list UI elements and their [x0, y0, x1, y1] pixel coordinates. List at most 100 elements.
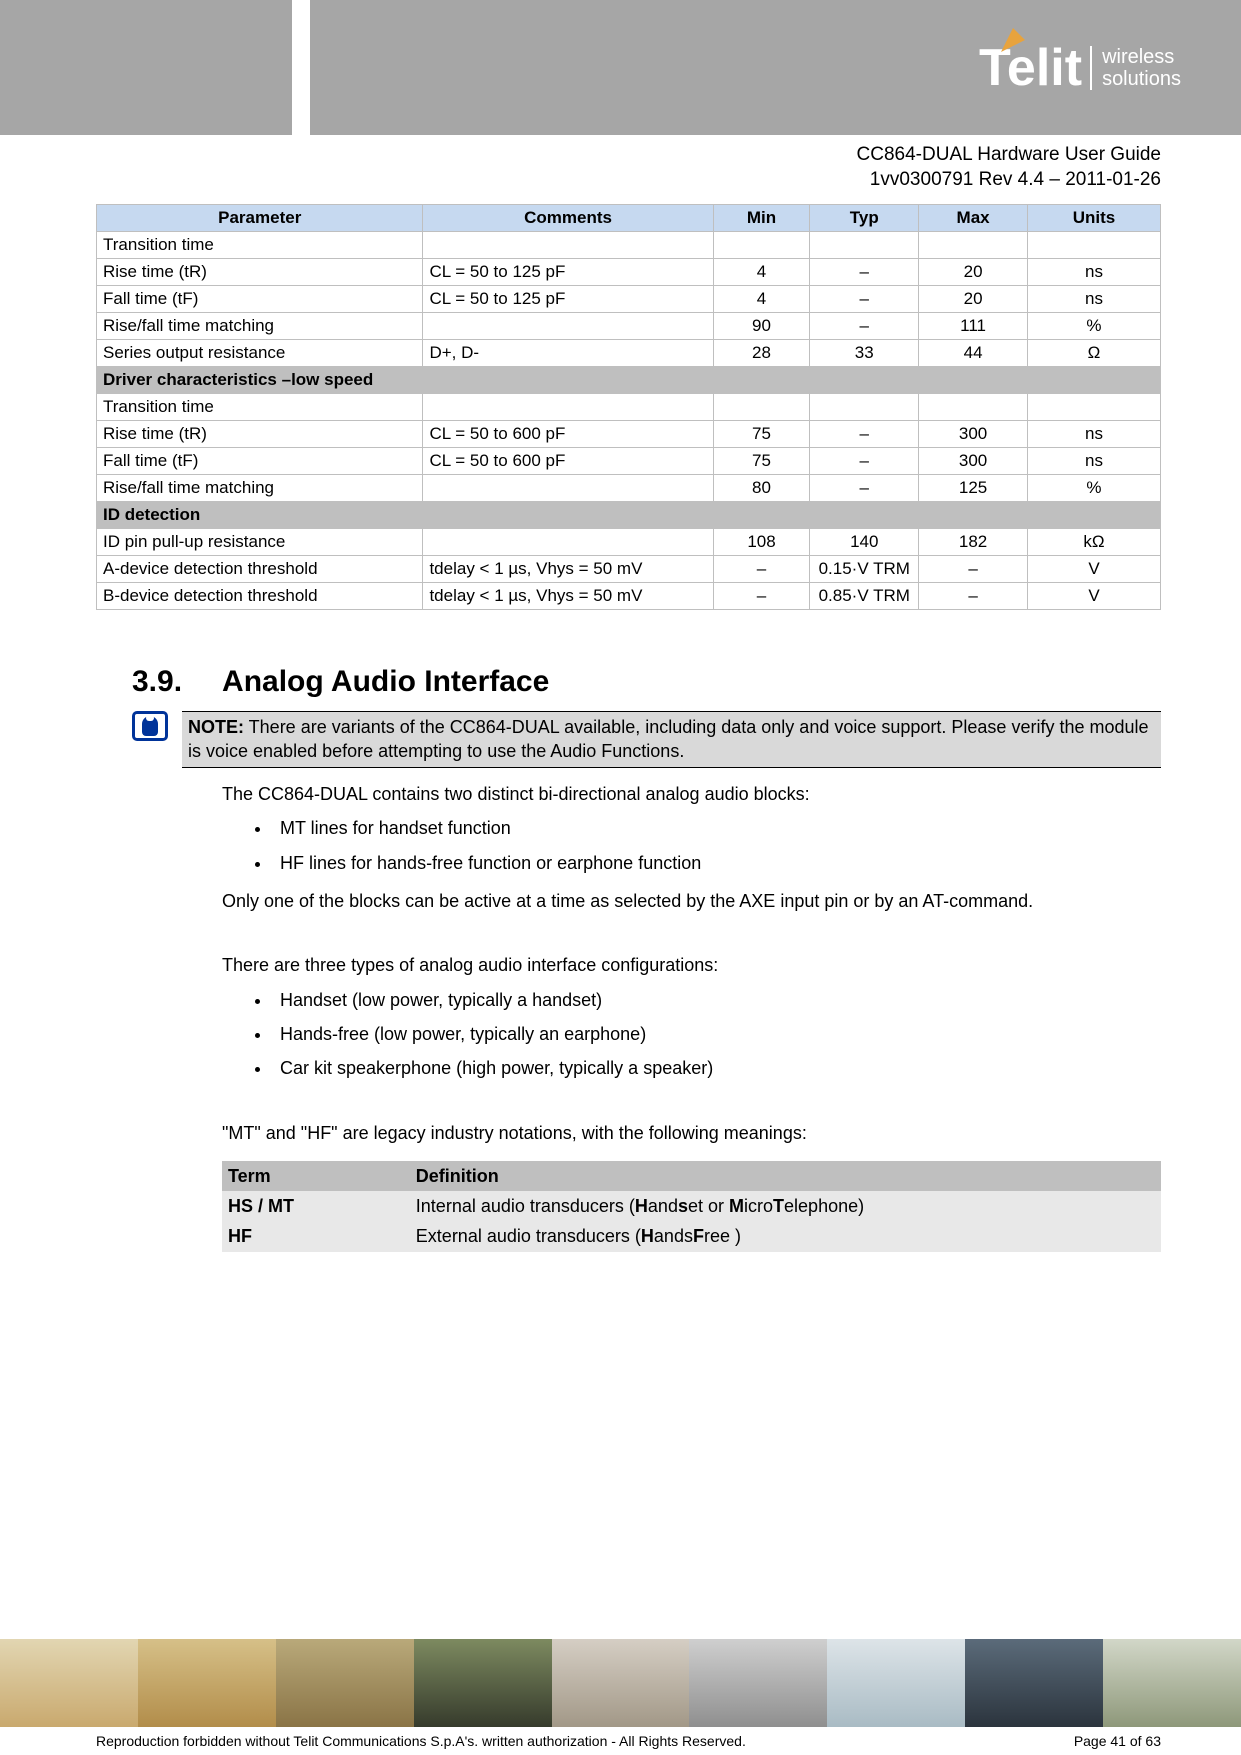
para-2: Only one of the blocks can be active at …: [222, 889, 1161, 913]
table-cell: [423, 232, 713, 259]
note-text: There are variants of the CC864-DUAL ava…: [188, 717, 1149, 760]
list-item: Handset (low power, typically a handset): [272, 988, 1161, 1012]
term-table: Term Definition HS / MTInternal audio tr…: [222, 1161, 1161, 1252]
logo-subtitle: wireless solutions: [1090, 46, 1181, 90]
table-cell: CL = 50 to 600 pF: [423, 421, 713, 448]
table-cell: B-device detection threshold: [97, 583, 423, 610]
note-box: NOTE: There are variants of the CC864-DU…: [182, 711, 1161, 768]
table-cell: 300: [919, 448, 1028, 475]
table-cell: 0.15·V TRM: [810, 556, 919, 583]
table-cell: Rise/fall time matching: [97, 475, 423, 502]
table-cell: Ω: [1027, 340, 1160, 367]
table-cell: –: [810, 421, 919, 448]
table-cell: Fall time (tF): [97, 286, 423, 313]
list-2: Handset (low power, typically a handset)…: [272, 988, 1161, 1081]
section-row-label: Driver characteristics –low speed: [97, 367, 1161, 394]
info-icon: [132, 711, 168, 741]
table-cell: 80: [713, 475, 810, 502]
th-term: Term: [222, 1161, 410, 1191]
table-cell: CL = 50 to 600 pF: [423, 448, 713, 475]
table-cell: Rise time (tR): [97, 259, 423, 286]
table-cell: [919, 232, 1028, 259]
table-cell: 75: [713, 421, 810, 448]
table-cell: 182: [919, 529, 1028, 556]
section-heading: 3.9. Analog Audio Interface: [132, 665, 1161, 699]
table-row: Rise/fall time matching90–111%: [97, 313, 1161, 340]
th-parameter: Parameter: [97, 205, 423, 232]
th-definition: Definition: [410, 1161, 1161, 1191]
table-cell: 111: [919, 313, 1028, 340]
table-cell: [1027, 232, 1160, 259]
table-cell: tdelay < 1 µs, Vhys = 50 mV: [423, 556, 713, 583]
table-cell: A-device detection threshold: [97, 556, 423, 583]
header-left-band: [0, 0, 292, 135]
footer-image-strip: [0, 1639, 1241, 1727]
table-cell: ID pin pull-up resistance: [97, 529, 423, 556]
table-cell: kΩ: [1027, 529, 1160, 556]
definition-cell: External audio transducers (HandsFree ): [410, 1221, 1161, 1251]
term-cell: HF: [222, 1221, 410, 1251]
section-number: 3.9.: [132, 665, 182, 699]
table-row: Fall time (tF)CL = 50 to 125 pF4–20ns: [97, 286, 1161, 313]
table-cell: [423, 475, 713, 502]
table-cell: –: [713, 583, 810, 610]
table-cell: 4: [713, 259, 810, 286]
table-cell: 90: [713, 313, 810, 340]
th-comments: Comments: [423, 205, 713, 232]
table-cell: Series output resistance: [97, 340, 423, 367]
table-cell: ns: [1027, 448, 1160, 475]
table-row: ID pin pull-up resistance108140182kΩ: [97, 529, 1161, 556]
table-cell: [810, 232, 919, 259]
table-cell: [423, 313, 713, 340]
table-cell: 140: [810, 529, 919, 556]
table-cell: D+, D-: [423, 340, 713, 367]
table-cell: Rise/fall time matching: [97, 313, 423, 340]
table-cell: 0.85·V TRM: [810, 583, 919, 610]
table-cell: 125: [919, 475, 1028, 502]
th-units: Units: [1027, 205, 1160, 232]
logo: Telit wireless solutions: [979, 38, 1181, 98]
list-1: MT lines for handset function HF lines f…: [272, 816, 1161, 875]
table-cell: 33: [810, 340, 919, 367]
table-cell: 20: [919, 286, 1028, 313]
parameter-table: Parameter Comments Min Typ Max Units Tra…: [96, 204, 1161, 610]
table-cell: Rise time (tR): [97, 421, 423, 448]
table-cell: 300: [919, 421, 1028, 448]
list-item: Car kit speakerphone (high power, typica…: [272, 1056, 1161, 1080]
footer-copyright: Reproduction forbidden without Telit Com…: [96, 1733, 746, 1749]
table-cell: [713, 394, 810, 421]
document-rev: 1vv0300791 Rev 4.4 – 2011-01-26: [0, 168, 1161, 193]
para-1: The CC864-DUAL contains two distinct bi-…: [222, 782, 1161, 806]
table-cell: –: [713, 556, 810, 583]
table-cell: V: [1027, 556, 1160, 583]
table-cell: [1027, 394, 1160, 421]
table-row: Rise time (tR)CL = 50 to 125 pF4–20ns: [97, 259, 1161, 286]
table-cell: 28: [713, 340, 810, 367]
section-title: Analog Audio Interface: [222, 665, 549, 699]
table-cell: ns: [1027, 259, 1160, 286]
document-title: CC864-DUAL Hardware User Guide: [0, 143, 1161, 168]
table-row: HFExternal audio transducers (HandsFree …: [222, 1221, 1161, 1251]
table-cell: 4: [713, 286, 810, 313]
table-row: Series output resistanceD+, D-283344Ω: [97, 340, 1161, 367]
table-cell: 75: [713, 448, 810, 475]
table-cell: [713, 232, 810, 259]
table-cell: 44: [919, 340, 1028, 367]
table-cell: ns: [1027, 421, 1160, 448]
table-cell: –: [810, 475, 919, 502]
definition-cell: Internal audio transducers (Handset or M…: [410, 1191, 1161, 1221]
table-cell: ns: [1027, 286, 1160, 313]
table-cell: [810, 394, 919, 421]
table-row: Rise time (tR)CL = 50 to 600 pF75–300ns: [97, 421, 1161, 448]
th-max: Max: [919, 205, 1028, 232]
table-row: Fall time (tF)CL = 50 to 600 pF75–300ns: [97, 448, 1161, 475]
list-item: HF lines for hands-free function or earp…: [272, 851, 1161, 875]
table-cell: [423, 394, 713, 421]
table-cell: CL = 50 to 125 pF: [423, 286, 713, 313]
note-label: NOTE:: [188, 717, 244, 737]
header-right-band: Telit wireless solutions: [310, 0, 1241, 135]
table-cell: [423, 529, 713, 556]
table-cell: Transition time: [97, 232, 423, 259]
table-cell: 20: [919, 259, 1028, 286]
table-cell: %: [1027, 313, 1160, 340]
